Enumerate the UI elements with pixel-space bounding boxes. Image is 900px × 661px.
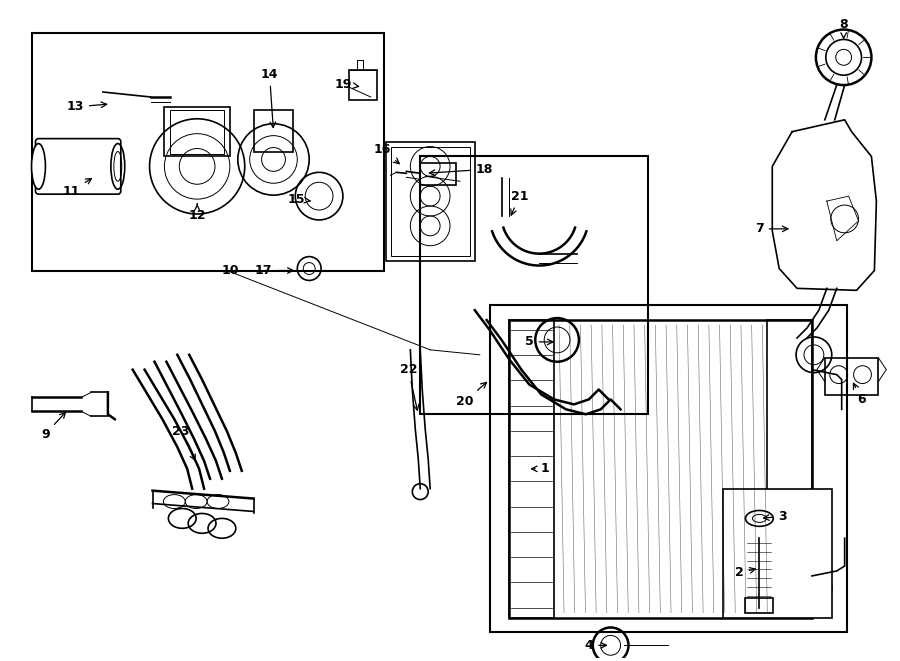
- Text: 7: 7: [755, 222, 788, 235]
- Text: 19: 19: [334, 77, 358, 91]
- Text: 9: 9: [41, 412, 66, 441]
- Text: 11: 11: [62, 178, 92, 198]
- Text: 18: 18: [429, 163, 493, 176]
- Bar: [254, 110, 293, 151]
- Text: 5: 5: [525, 335, 553, 348]
- Bar: [420, 157, 648, 414]
- Text: 21: 21: [510, 190, 528, 215]
- Bar: [385, 141, 475, 260]
- Text: 20: 20: [456, 382, 487, 408]
- Text: 23: 23: [172, 424, 195, 460]
- Text: 10: 10: [221, 264, 239, 277]
- Text: 15: 15: [288, 192, 310, 206]
- Bar: [745, 598, 773, 613]
- Text: 17: 17: [255, 264, 293, 277]
- Bar: [723, 488, 832, 617]
- Text: 13: 13: [67, 100, 107, 114]
- Text: 4: 4: [584, 639, 607, 652]
- Text: 2: 2: [735, 566, 755, 580]
- Bar: [490, 305, 847, 633]
- Text: 12: 12: [188, 204, 206, 223]
- Bar: [768, 320, 812, 617]
- Bar: [509, 320, 812, 617]
- Bar: [32, 32, 383, 270]
- Bar: [420, 163, 456, 185]
- Bar: [391, 147, 470, 256]
- Text: 16: 16: [374, 143, 400, 164]
- Bar: [349, 70, 376, 100]
- Bar: [509, 320, 554, 617]
- Text: 3: 3: [763, 510, 787, 523]
- Text: 6: 6: [853, 383, 866, 406]
- Text: 1: 1: [532, 462, 550, 475]
- Bar: [170, 110, 224, 153]
- Text: 14: 14: [261, 67, 278, 128]
- Bar: [824, 358, 878, 395]
- Bar: [165, 107, 230, 157]
- Ellipse shape: [32, 143, 45, 189]
- Text: 8: 8: [840, 18, 848, 38]
- Text: 22: 22: [400, 363, 419, 410]
